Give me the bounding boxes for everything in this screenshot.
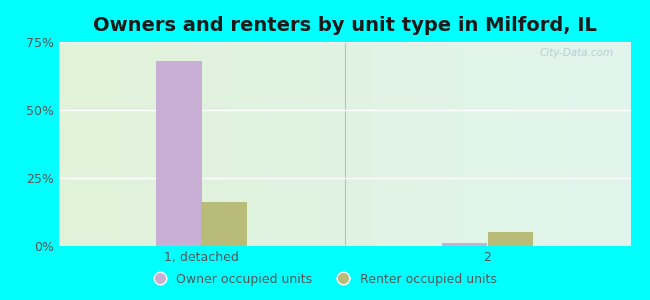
Bar [156, 61, 202, 246]
Legend: Owner occupied units, Renter occupied units: Owner occupied units, Renter occupied un… [148, 268, 502, 291]
Bar [488, 232, 533, 246]
Bar [202, 202, 247, 246]
Title: Owners and renters by unit type in Milford, IL: Owners and renters by unit type in Milfo… [92, 16, 597, 35]
Bar [442, 243, 488, 246]
Text: City-Data.com: City-Data.com [540, 48, 614, 58]
